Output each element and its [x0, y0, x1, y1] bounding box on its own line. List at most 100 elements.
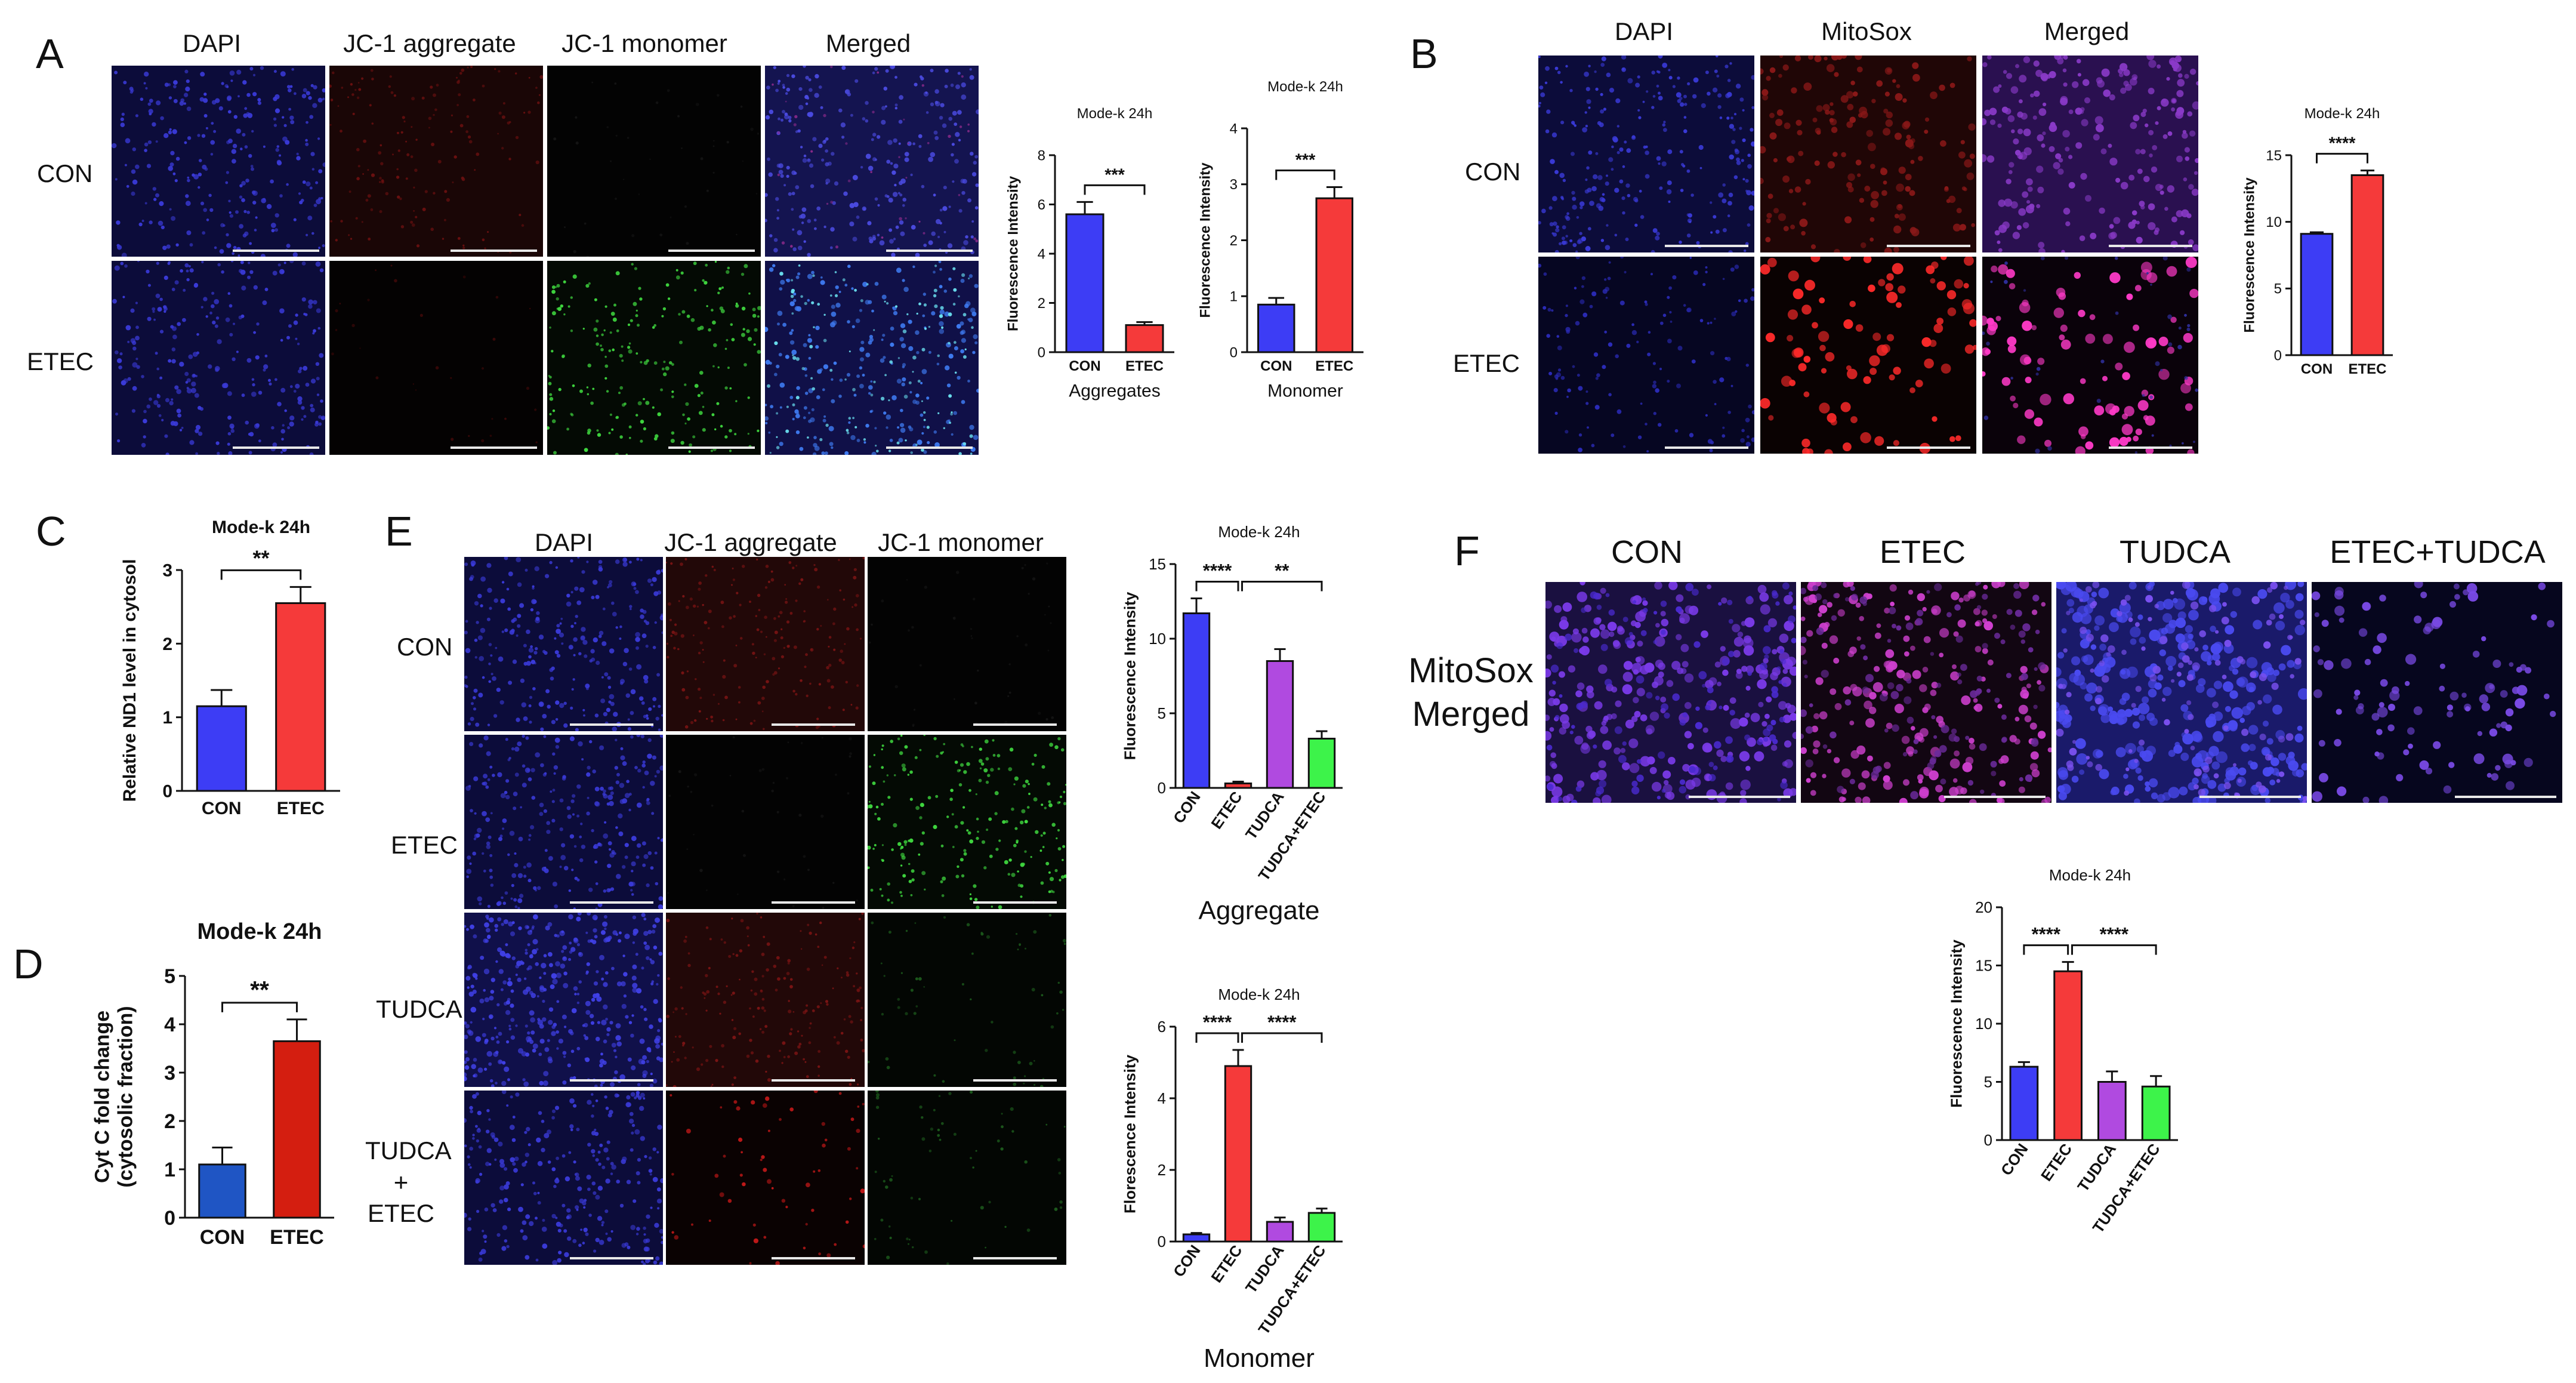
scale-bar — [772, 1257, 855, 1259]
micrograph-e-etec-jc1-aggregate — [666, 735, 865, 909]
micrograph-e-tudca-jc1-monomer — [868, 913, 1066, 1087]
y-tick-label: 1 — [1230, 289, 1238, 305]
significance-label: **** — [2031, 924, 2060, 945]
x-tick-label: ETEC — [2037, 1140, 2075, 1184]
significance-bracket — [1241, 1032, 1323, 1043]
y-tick-label: 0 — [164, 1207, 175, 1230]
y-axis-label: Florescence Intensity — [1121, 1055, 1139, 1213]
row-label-con: CON — [37, 159, 93, 187]
y-tick-label: 2 — [162, 634, 172, 654]
micrograph-e-tudca-dapi — [464, 913, 663, 1087]
row-label-mitosox-merged: MitoSox Merged — [1408, 651, 1534, 734]
panel-label-e: E — [385, 508, 413, 555]
scale-bar — [668, 250, 755, 252]
significance-label: ** — [252, 546, 269, 570]
significance-bracket — [2071, 944, 2157, 955]
x-tick-label: CON — [1260, 358, 1292, 374]
row-label-con: CON — [1465, 158, 1521, 186]
y-tick-label: 2 — [1230, 233, 1238, 249]
scale-bar — [886, 250, 973, 252]
col-label-jc1-aggregate: JC-1 aggregate — [664, 528, 837, 556]
panel-label-f: F — [1454, 528, 1480, 574]
x-tick-label: TUDCA — [2074, 1140, 2120, 1195]
micrograph-e-tudca-jc1-aggregate — [666, 913, 865, 1087]
scale-bar — [233, 250, 319, 252]
significance-bracket — [2316, 153, 2368, 164]
bar-chart-svg: Mode-k 24h 0 5 10 15 Fluorescence Intensity CO… — [2242, 106, 2393, 377]
col-label-dapi: DAPI — [1614, 17, 1674, 45]
y-tick-label: 10 — [2266, 214, 2282, 230]
x-tick-label: TUDCA — [1242, 1242, 1288, 1296]
scale-bar — [1887, 446, 1970, 449]
bar-tudca — [2097, 1081, 2127, 1141]
micrograph-a-etec-merged — [765, 261, 979, 455]
micrograph-f-etec — [1801, 582, 2051, 803]
chart-title: Mode-k 24h — [1218, 985, 1300, 1003]
scale-bar — [772, 723, 855, 726]
micrograph-f-con — [1545, 582, 1796, 803]
y-tick-label: 0 — [1158, 1233, 1166, 1250]
bar-chart-svg: Mode-k 24h 0 2 4 6 8 Fluorescence Intensity CON… — [1005, 106, 1174, 401]
x-tick-label: CON — [2301, 361, 2333, 377]
chart-c-nd1: Mode-k 24h 0 1 2 3 Relative ND1 level in cyto… — [101, 495, 352, 833]
bar-chart-svg: Mode-k 24h 0 1 2 3 Relative ND1 level in cyto… — [120, 518, 340, 818]
chart-title: Mode-k 24h — [212, 518, 310, 537]
significance-label: *** — [1295, 150, 1316, 170]
significance-label: **** — [1203, 560, 1232, 581]
chart-e-aggregate: Mode-k 24h 0 5 10 15 Fluorescence Intensity CO… — [1074, 501, 1361, 946]
chart-title: Mode-k 24h — [1267, 79, 1343, 95]
bar-con — [1182, 1233, 1211, 1243]
bar-etec — [2053, 970, 2083, 1141]
micrograph-a-con-jc1-aggregate — [329, 66, 543, 257]
y-tick-label: 0 — [1158, 779, 1166, 797]
scale-bar — [570, 901, 653, 904]
y-tick-label: 0 — [1230, 344, 1238, 361]
chart-title: Mode-k 24h — [2304, 106, 2380, 122]
micrograph-b-etec-merged — [1982, 257, 2198, 454]
micrograph-b-etec-mitosox — [1760, 257, 1976, 454]
scale-bar — [1944, 796, 2046, 798]
x-tick-label: CON — [1069, 358, 1100, 374]
bar-tudca-etec — [1307, 1212, 1336, 1243]
bar-etec — [275, 602, 326, 792]
significance-bracket — [221, 1002, 298, 1012]
scale-bar — [1665, 245, 1748, 247]
chart-a-monomer: Mode-k 24h 0 1 2 3 4 Fluorescence Intensity CON… — [1187, 79, 1378, 427]
x-tick-label: ETEC — [1125, 358, 1164, 374]
micrograph-b-con-merged — [1982, 56, 2198, 252]
y-tick-label: 4 — [1230, 121, 1238, 137]
scale-bar — [1665, 446, 1748, 449]
chart-title: Mode-k 24h — [1077, 106, 1153, 122]
micrograph-b-con-mitosox — [1760, 56, 1976, 252]
x-tick-label: ETEC — [2348, 361, 2386, 377]
bar-etec — [1224, 1065, 1252, 1243]
bar-etec — [1125, 324, 1164, 353]
scale-bar — [2109, 245, 2192, 247]
y-tick-label: 3 — [1230, 177, 1238, 193]
significance-bracket — [2023, 944, 2069, 955]
significance-bracket — [1275, 169, 1335, 180]
micrograph-a-etec-jc1-aggregate — [329, 261, 543, 455]
micrograph-b-etec-dapi — [1538, 257, 1754, 454]
chart-e-monomer: Mode-k 24h 0 2 4 6 Florescence Intensity CON ET… — [1074, 949, 1361, 1383]
y-tick-label: 6 — [1038, 197, 1045, 213]
chart-title: Mode-k 24h — [1218, 523, 1300, 541]
bar-con — [1257, 303, 1295, 353]
y-axis-label: Cyt C fold change(cytosolic fraction) — [91, 1006, 137, 1187]
col-label-jc1-monomer: JC-1 monomer — [878, 528, 1044, 556]
y-tick-label: 0 — [1038, 344, 1045, 361]
significance-bracket — [1195, 1032, 1239, 1043]
micrograph-e-tudca-etec-dapi — [464, 1091, 663, 1265]
col-label-merged: Merged — [825, 29, 911, 57]
y-tick-label: 3 — [164, 1062, 175, 1085]
chart-d-cytc: Mode-k 24h 0 1 2 3 4 5 Cyt C fold change(cytoso… — [60, 916, 346, 1277]
y-tick-label: 0 — [2274, 347, 2282, 364]
bar-etec — [1315, 197, 1353, 353]
x-tick-label: ETEC — [1207, 1242, 1245, 1286]
scale-bar — [570, 1257, 653, 1259]
panel-label-c: C — [36, 508, 66, 555]
x-axis-label: Monomer — [1204, 1344, 1315, 1373]
y-tick-label: 4 — [1038, 246, 1045, 262]
y-tick-label: 10 — [1149, 630, 1166, 648]
bar-con — [2300, 233, 2334, 356]
